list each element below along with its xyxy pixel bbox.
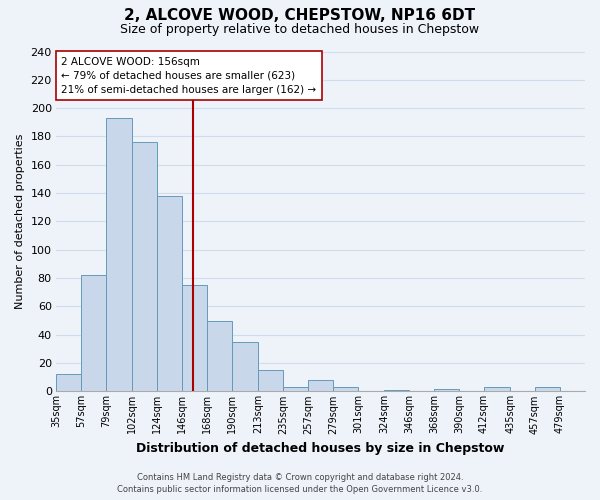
Y-axis label: Number of detached properties: Number of detached properties: [15, 134, 25, 309]
Text: 2, ALCOVE WOOD, CHEPSTOW, NP16 6DT: 2, ALCOVE WOOD, CHEPSTOW, NP16 6DT: [124, 8, 476, 22]
Text: Contains HM Land Registry data © Crown copyright and database right 2024.
Contai: Contains HM Land Registry data © Crown c…: [118, 472, 482, 494]
Bar: [484, 387, 510, 392]
Bar: [535, 387, 560, 392]
Text: 2 ALCOVE WOOD: 156sqm
← 79% of detached houses are smaller (623)
21% of semi-det: 2 ALCOVE WOOD: 156sqm ← 79% of detached …: [61, 56, 316, 94]
X-axis label: Distribution of detached houses by size in Chepstow: Distribution of detached houses by size …: [136, 442, 505, 455]
Bar: [182, 285, 207, 392]
Bar: [333, 387, 358, 392]
Bar: [232, 342, 258, 392]
Text: Size of property relative to detached houses in Chepstow: Size of property relative to detached ho…: [121, 22, 479, 36]
Bar: [384, 390, 409, 392]
Bar: [207, 320, 232, 392]
Bar: [258, 370, 283, 392]
Bar: [308, 380, 333, 392]
Bar: [132, 142, 157, 392]
Bar: [434, 388, 459, 392]
Bar: [157, 196, 182, 392]
Bar: [81, 276, 106, 392]
Bar: [56, 374, 81, 392]
Bar: [283, 387, 308, 392]
Bar: [106, 118, 132, 392]
